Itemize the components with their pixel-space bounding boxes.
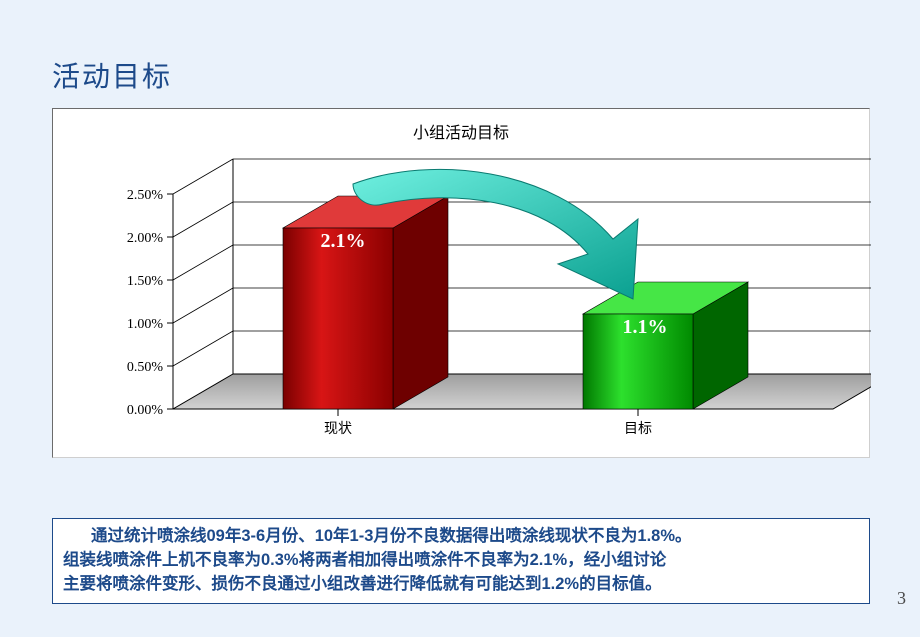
chart-floor	[173, 374, 871, 409]
slide-title: 活动目标	[52, 55, 172, 95]
x-tick-labels: 现状 目标	[324, 421, 652, 437]
ytick-3: 1.50%	[127, 274, 164, 289]
ytick-0: 0.00%	[127, 403, 164, 418]
chart-svg: 0.00% 0.50% 1.00% 1.50% 2.00% 2.50% 2.1%	[53, 149, 871, 449]
page-number: 3	[897, 588, 906, 609]
xtick-0: 现状	[324, 421, 352, 437]
chart-plot: 0.00% 0.50% 1.00% 1.50% 2.00% 2.50% 2.1%	[53, 149, 869, 449]
x-tickmarks	[338, 409, 638, 416]
footer-line-1: 通过统计喷涂线09年3-6月份、10年1-3月份不良数据得出喷涂线现状不良为1.…	[91, 527, 692, 545]
ytick-4: 2.00%	[127, 231, 164, 246]
chart-title: 小组活动目标	[53, 109, 869, 149]
bar-target: 1.1%	[583, 282, 748, 409]
footer-line-2: 组装线喷涂件上机不良率为0.3%将两者相加得出喷涂件不良率为2.1%，经小组讨论	[63, 551, 666, 569]
ytick-1: 0.50%	[127, 360, 164, 375]
bar-current-label: 2.1%	[321, 230, 366, 252]
footer-text-box: 通过统计喷涂线09年3-6月份、10年1-3月份不良数据得出喷涂线现状不良为1.…	[52, 518, 870, 604]
bar-current: 2.1%	[283, 196, 448, 409]
bar-target-label: 1.1%	[623, 316, 668, 338]
ytick-5: 2.50%	[127, 188, 164, 203]
y-tick-labels: 0.00% 0.50% 1.00% 1.50% 2.00% 2.50%	[127, 188, 164, 418]
y-tickmarks	[167, 194, 173, 409]
ytick-2: 1.00%	[127, 317, 164, 332]
xtick-1: 目标	[624, 421, 652, 437]
footer-line-3: 主要将喷涂件变形、损伤不良通过小组改善进行降低就有可能达到1.2%的目标值。	[63, 575, 662, 593]
chart-container: 小组活动目标	[52, 108, 870, 458]
